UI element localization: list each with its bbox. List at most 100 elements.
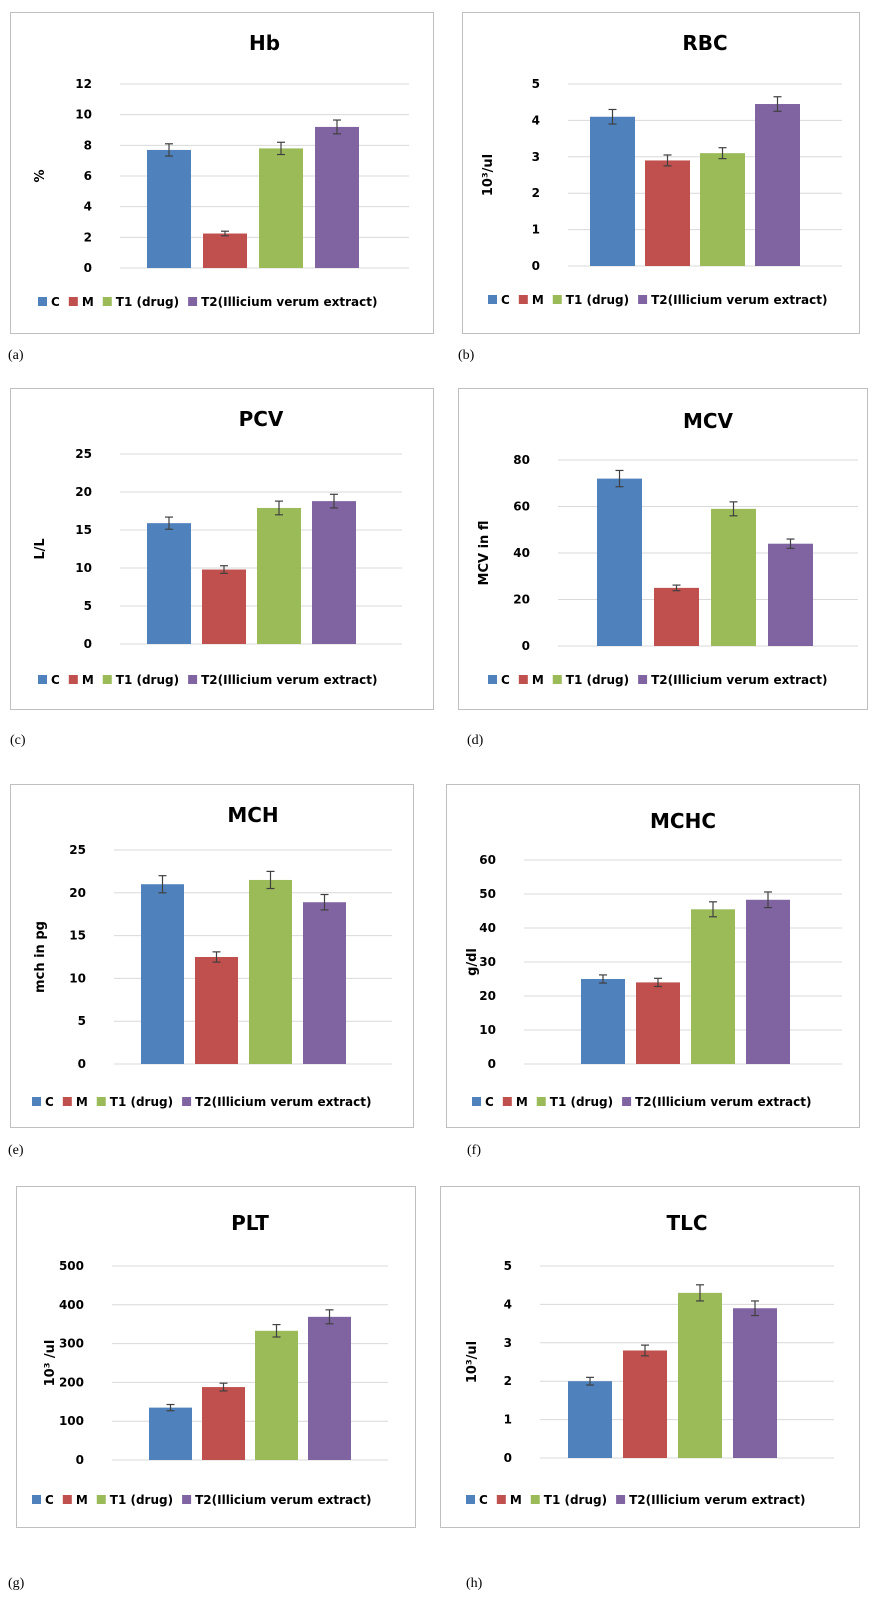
y-tick-label: 2: [504, 1374, 512, 1388]
legend-swatch-2: [102, 297, 112, 306]
chart-title: Hb: [249, 31, 280, 55]
y-tick-label: 10: [75, 561, 92, 575]
chart-frame: [10, 12, 434, 334]
bar-pcv-2: [257, 507, 301, 644]
legend-swatch-1: [62, 1097, 72, 1106]
legend-label-0: C: [501, 293, 510, 307]
chart-title: MCHC: [650, 809, 716, 833]
bar-mcv-1: [654, 587, 699, 646]
y-tick-label: 8: [84, 138, 92, 152]
legend-label-2: T1 (drug): [544, 1493, 607, 1507]
y-tick-label: 25: [69, 843, 86, 857]
chart-title: MCH: [227, 803, 278, 827]
y-axis-label: L/L: [33, 538, 48, 559]
bar-tlc-3: [733, 1308, 777, 1458]
chart-hb: Hb 0 2 4 6 8 10 12% C M T1 (drug) T2(Illicium verum…: [33, 31, 409, 309]
bar-mchc-1: [636, 982, 680, 1064]
y-axis-label: g/dl: [465, 948, 480, 976]
caption-b: (b): [458, 348, 475, 363]
bar-hb-3: [315, 126, 359, 268]
y-tick-label: 0: [532, 259, 540, 273]
chart-frame: [446, 784, 860, 1128]
legend-label-0: C: [485, 1095, 494, 1109]
y-tick-label: 10: [479, 1023, 496, 1037]
chart-plt: PLT 0 100 200 300 400 500 10³ /ul C M T1 (drug) T2(…: [32, 1211, 388, 1507]
bar-pcv-1: [202, 569, 246, 644]
y-tick-label: 25: [75, 447, 92, 461]
legend-label-3: T2(Illicium verum extract): [201, 673, 377, 687]
bar-mchc-2: [691, 909, 735, 1064]
legend-label-2: T1 (drug): [566, 673, 629, 687]
legend-swatch-1: [502, 1097, 512, 1106]
bar-plt-2: [255, 1330, 298, 1460]
y-tick-label: 0: [504, 1451, 512, 1465]
chart-title: PLT: [231, 1211, 269, 1235]
legend-swatch-2: [536, 1097, 546, 1106]
y-tick-label: 0: [522, 639, 530, 653]
bar-plt-1: [202, 1387, 245, 1460]
y-axis-label: 10³ /ul: [43, 1340, 58, 1387]
legend-label-0: C: [51, 673, 60, 687]
bar-mchc-3: [746, 899, 790, 1064]
legend-swatch-0: [472, 1097, 481, 1106]
legend-label-3: T2(Illicium verum extract): [635, 1095, 811, 1109]
y-tick-label: 3: [532, 150, 540, 164]
legend-label-2: T1 (drug): [110, 1095, 173, 1109]
legend-label-3: T2(Illicium verum extract): [629, 1493, 805, 1507]
legend-label-1: M: [510, 1493, 522, 1507]
y-tick-label: 20: [479, 989, 496, 1003]
chart-mcv: MCV 0 20 40 60 80 MCV in fl C M T1 (drug) T2(Illic…: [477, 409, 858, 687]
y-tick-label: 20: [513, 593, 530, 607]
caption-c: (c): [10, 733, 26, 748]
y-tick-label: 300: [59, 1337, 84, 1351]
bar-rbc-1: [645, 160, 690, 266]
legend-label-1: M: [82, 295, 94, 309]
y-tick-label: 0: [488, 1057, 496, 1071]
caption-d: (d): [467, 733, 484, 748]
legend-swatch-3: [638, 295, 648, 304]
y-tick-label: 50: [479, 887, 496, 901]
bar-plt-0: [149, 1407, 192, 1460]
y-tick-label: 30: [479, 955, 496, 969]
legend-label-0: C: [45, 1095, 54, 1109]
legend-swatch-0: [488, 675, 497, 684]
legend-swatch-0: [32, 1495, 41, 1504]
legend-label-0: C: [45, 1493, 54, 1507]
panel-mchc: MCHC 0 10 20 30 40 50 60 g/dl C M T1 (drug) T2(Illic…: [446, 784, 860, 1128]
y-tick-label: 200: [59, 1375, 84, 1389]
y-tick-label: 4: [84, 200, 92, 214]
legend-swatch-3: [188, 675, 198, 684]
bar-mchc-0: [581, 979, 625, 1064]
y-tick-label: 5: [78, 1014, 86, 1028]
panel-hb: Hb 0 2 4 6 8 10 12% C M T1 (drug) T2(Illicium verum…: [10, 12, 434, 334]
y-tick-label: 6: [84, 169, 92, 183]
chart-mchc: MCHC 0 10 20 30 40 50 60 g/dl C M T1 (drug) T2(Illic…: [465, 809, 842, 1109]
legend-swatch-2: [96, 1495, 106, 1504]
y-tick-label: 5: [504, 1259, 512, 1273]
y-tick-label: 2: [84, 230, 92, 244]
bar-rbc-3: [755, 104, 800, 267]
chart-title: MCV: [683, 409, 734, 433]
legend-label-3: T2(Illicium verum extract): [201, 295, 377, 309]
chart-title: RBC: [682, 31, 727, 55]
chart-tlc: TLC 0 1 2 3 4 5 10³/ul C M T1 (drug) T2(Illicium ve…: [465, 1211, 834, 1507]
bar-pcv-3: [312, 501, 356, 644]
panel-mcv: MCV 0 20 40 60 80 MCV in fl C M T1 (drug) T2(Illic…: [458, 388, 868, 710]
bar-plt-3: [308, 1316, 351, 1460]
legend-label-3: T2(Illicium verum extract): [651, 673, 827, 687]
legend-swatch-0: [32, 1097, 41, 1106]
chart-title: TLC: [666, 1211, 707, 1235]
legend-swatch-1: [496, 1495, 506, 1504]
bar-tlc-0: [568, 1381, 612, 1458]
y-tick-label: 15: [69, 929, 86, 943]
y-tick-label: 20: [69, 886, 86, 900]
legend-swatch-2: [552, 675, 562, 684]
legend-label-2: T1 (drug): [116, 295, 179, 309]
chart-mch: MCH 0 5 10 15 20 25 mch in pg C M T1 (drug) T2(Illi…: [32, 803, 392, 1109]
bar-mcv-2: [711, 508, 756, 646]
y-tick-label: 10: [75, 108, 92, 122]
legend-label-0: C: [501, 673, 510, 687]
y-axis-label: 10³/ul: [481, 154, 496, 196]
y-tick-label: 0: [78, 1057, 86, 1071]
chart-pcv: PCV 0 5 10 15 20 25 L/L C M T1 (drug) T2(Illicium v…: [33, 407, 402, 687]
